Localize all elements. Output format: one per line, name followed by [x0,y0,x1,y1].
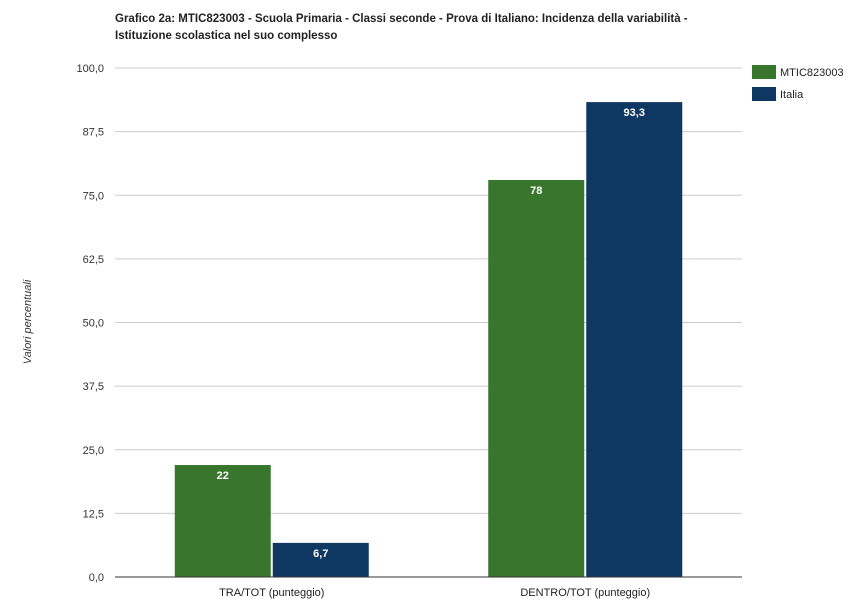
y-tick-label: 0,0 [89,572,104,584]
x-axis-categories: TRA/TOT (punteggio) DENTRO/TOT (punteggio… [219,587,650,599]
y-tick-label: 75,0 [83,190,104,202]
bar-italia-1 [586,102,683,577]
bar-mtic823003-1 [488,179,585,578]
bar-value-label: 22 [217,470,229,482]
y-tick-label: 100,0 [76,63,104,75]
bar-italia-0 [272,542,369,577]
legend-swatch-mtic823003 [752,65,776,79]
y-tick-label: 62,5 [83,254,104,266]
y-tick-label: 87,5 [83,127,104,139]
chart-title-line-2: Istituzione scolastica nel suo complesso [115,30,337,42]
legend-label-mtic823003: MTIC823003 [780,67,844,79]
y-axis-label: Valori percentuali [22,279,34,364]
legend: MTIC823003 Italia [752,65,844,101]
y-axis-ticks: 0,0 12,5 25,0 37,5 50,0 62,5 75,0 87,5 100,0 [76,63,104,584]
gridlines [115,67,742,514]
bar-value-label: 93,3 [624,107,645,119]
chart-title-line-1: Grafico 2a: MTIC823003 - Scuola Primaria… [115,13,688,25]
bars: 22 6,7 78 93,3 [174,102,683,578]
x-category-label: DENTRO/TOT (punteggio) [520,587,650,599]
legend-label-italia: Italia [780,89,804,101]
legend-swatch-italia [752,87,776,101]
y-tick-label: 12,5 [83,508,104,520]
x-category-label: TRA/TOT (punteggio) [219,587,324,599]
y-tick-label: 37,5 [83,381,104,393]
y-tick-label: 50,0 [83,318,104,330]
y-tick-label: 25,0 [83,445,104,457]
bar-mtic823003-0 [174,465,271,577]
bar-value-label: 78 [530,185,542,197]
bar-value-label: 6,7 [313,548,328,560]
